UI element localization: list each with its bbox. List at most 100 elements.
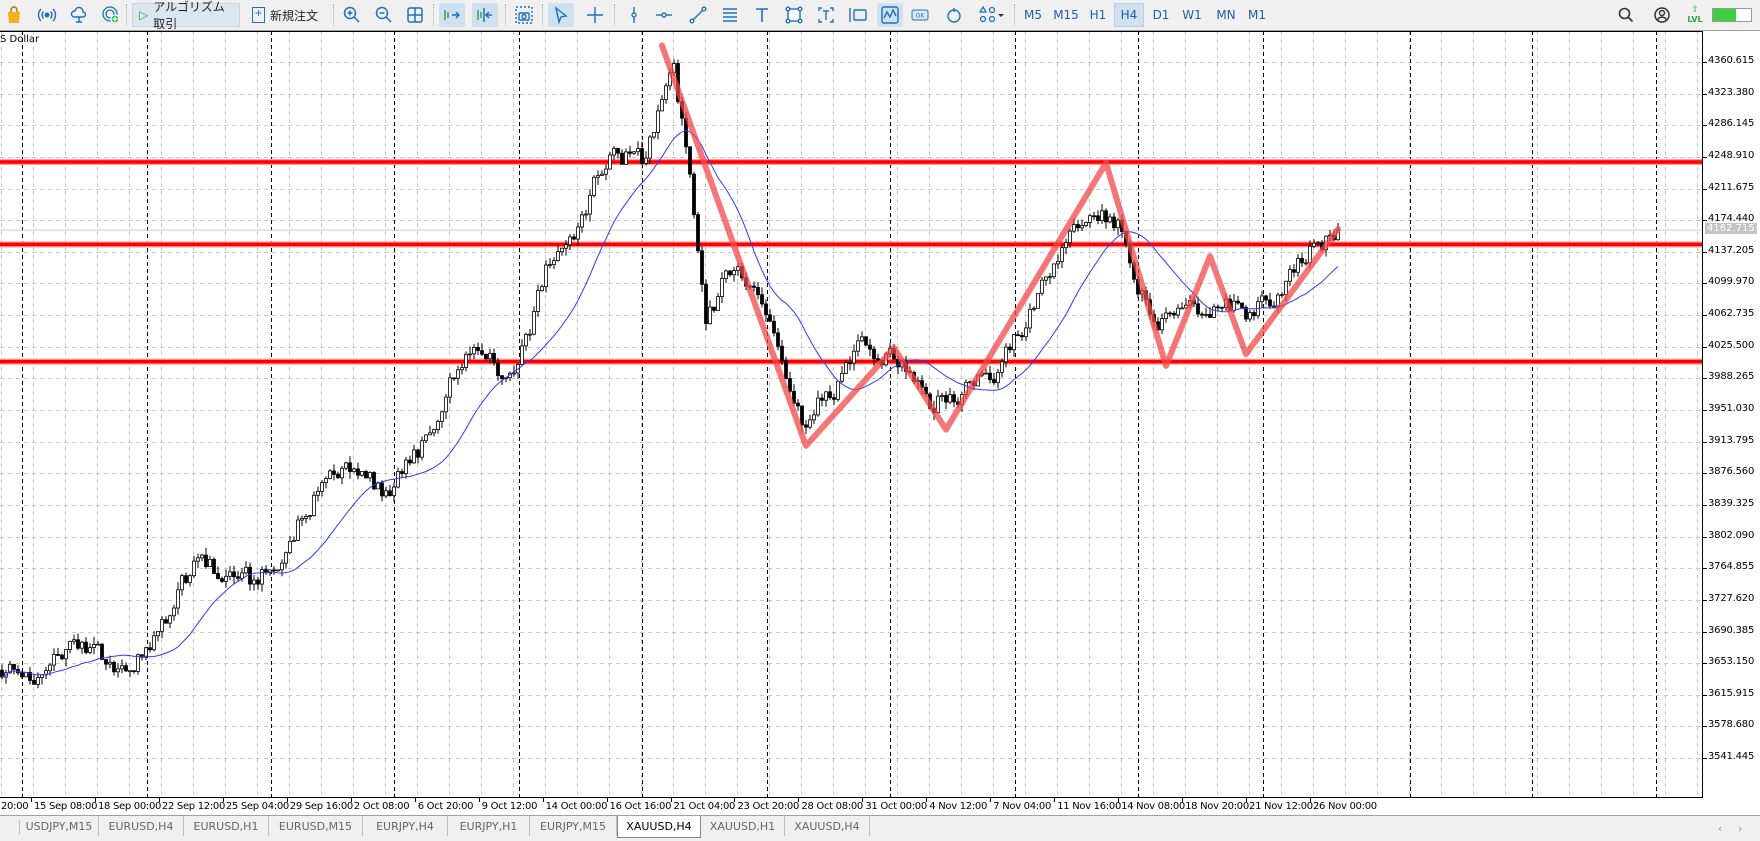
chart-tab[interactable]: XAUUSD,H1: [701, 816, 785, 836]
separator: [614, 4, 616, 26]
candle-bearish: [944, 395, 948, 403]
candle-bullish: [840, 372, 844, 382]
price-label: 3653.150: [1708, 656, 1755, 668]
shapes-icon[interactable]: [941, 3, 967, 27]
candle-bullish: [36, 677, 40, 685]
price-label: 3951.030: [1708, 403, 1755, 415]
candle-bullish: [284, 552, 288, 564]
candle-bearish: [212, 558, 216, 574]
chart-tab[interactable]: USDJPY,M15: [20, 816, 99, 836]
trendline-icon[interactable]: [685, 3, 711, 27]
candle-bullish: [280, 562, 284, 571]
candle-bullish: [568, 236, 572, 246]
time-label: 16 Oct 16:00: [609, 801, 672, 812]
tile-windows-icon[interactable]: [402, 3, 428, 27]
cloud-icon[interactable]: [66, 3, 92, 27]
price-axis[interactable]: 4360.615 4323.380 4286.145 4248.910 4211.675…: [1703, 31, 1760, 797]
price-chart[interactable]: [0, 31, 1703, 797]
timeframe-h1[interactable]: H1: [1089, 8, 1107, 22]
candle-bullish: [732, 270, 736, 276]
candle-bearish: [1236, 300, 1240, 304]
zigzag-lines[interactable]: [659, 42, 1341, 449]
crosshair-icon[interactable]: [582, 3, 608, 27]
timeframe-m15[interactable]: M15: [1053, 8, 1079, 22]
candle-bullish: [1316, 242, 1320, 245]
chart-tab[interactable]: XAUUSD,H4: [617, 816, 701, 838]
tabs-scroll-right[interactable]: ›: [1738, 822, 1743, 835]
chart-tab[interactable]: EURUSD,M15: [269, 816, 363, 836]
account-icon[interactable]: [1649, 3, 1675, 27]
candle-bullish: [136, 654, 140, 672]
cursor-icon[interactable]: [548, 3, 574, 27]
screenshot-camera-icon[interactable]: [511, 3, 537, 27]
tab-separator: [19, 820, 20, 834]
zoom-out-icon[interactable]: [371, 3, 397, 27]
time-label: 18 Nov 20:00: [1185, 801, 1249, 812]
candle-bullish: [80, 641, 84, 649]
candle-bearish: [1168, 312, 1172, 315]
timeframe-m1[interactable]: M1: [1248, 8, 1266, 22]
candle-bullish: [152, 635, 156, 651]
candle-bearish: [1076, 224, 1080, 229]
rectangle-tool-icon[interactable]: [781, 3, 807, 27]
candle-bearish: [820, 397, 824, 401]
candle-bullish: [1100, 210, 1104, 221]
ok-button-icon[interactable]: OK: [907, 3, 933, 27]
chart-tab[interactable]: EURUSD,H4: [99, 816, 184, 836]
objects-dropdown-icon[interactable]: [975, 3, 1009, 27]
candle-bearish: [408, 459, 412, 464]
vertical-line-icon[interactable]: [621, 3, 647, 27]
candle-bearish: [1208, 313, 1212, 318]
candle-bullish: [1004, 346, 1008, 363]
chart-tab[interactable]: EURJPY,H1: [448, 816, 530, 836]
candle-bullish: [172, 607, 176, 617]
candle-bullish: [396, 471, 400, 488]
candle-bullish: [448, 377, 452, 398]
indicator-chart-icon[interactable]: [877, 3, 903, 27]
candle-bearish: [336, 473, 340, 479]
candle-bullish: [260, 569, 264, 585]
timeframe-d1[interactable]: D1: [1152, 8, 1170, 22]
candle-bullish: [1064, 242, 1068, 249]
algo-trading-button[interactable]: ▷ アルゴリズム取引: [132, 0, 240, 31]
candle-bullish: [644, 157, 648, 164]
chart-tab[interactable]: EURJPY,H4: [363, 816, 448, 836]
candle-bullish: [180, 575, 184, 591]
chart-tab[interactable]: XAUUSD,H4: [785, 816, 870, 836]
timeframe-mn[interactable]: MN: [1216, 8, 1236, 22]
candle-bullish: [48, 664, 52, 672]
vps-globe-icon[interactable]: [98, 3, 124, 27]
chart-tab[interactable]: EURUSD,H1: [184, 816, 269, 836]
timeframe-h4[interactable]: H4: [1114, 3, 1144, 27]
tabs-scroll-left[interactable]: ‹: [1718, 822, 1723, 835]
candle-bullish: [208, 558, 212, 567]
signal-icon[interactable]: [34, 3, 60, 27]
time-axis[interactable]: 20:00 15 Sep 08:00 18 Sep 00:00 22 Sep 12:0…: [0, 797, 1703, 816]
chart-shift-icon[interactable]: [472, 3, 498, 27]
fibonacci-channel-icon[interactable]: [717, 3, 743, 27]
text-tool-icon[interactable]: [749, 3, 775, 27]
candle-bullish: [608, 154, 612, 170]
chart-tab[interactable]: EURJPY,M15: [530, 816, 617, 836]
time-label: 21 Nov 12:00: [1249, 801, 1313, 812]
candle-bearish: [952, 394, 956, 403]
horizontal-line-icon[interactable]: [651, 3, 677, 27]
auto-scroll-icon[interactable]: [439, 3, 465, 27]
market-bag-icon[interactable]: [1, 3, 27, 27]
time-tick: [670, 798, 672, 802]
new-order-button[interactable]: + 新規注文: [246, 3, 326, 27]
candle-bearish: [756, 286, 760, 296]
timeframe-m5[interactable]: M5: [1024, 8, 1042, 22]
candle-bullish: [532, 311, 536, 335]
zoom-in-icon[interactable]: [339, 3, 365, 27]
candle-bullish: [708, 306, 712, 325]
search-icon[interactable]: [1613, 3, 1639, 27]
horizontal-levels[interactable]: [0, 158, 1702, 365]
lvl-icon[interactable]: ⇧ LVL: [1682, 3, 1708, 27]
price-label: 4062.735: [1708, 308, 1755, 320]
price-label-icon[interactable]: [845, 3, 871, 27]
price-label: 4137.205: [1708, 244, 1755, 256]
text-label-icon[interactable]: [813, 3, 839, 27]
timeframe-w1[interactable]: W1: [1182, 8, 1202, 22]
candle-bearish: [20, 672, 24, 678]
